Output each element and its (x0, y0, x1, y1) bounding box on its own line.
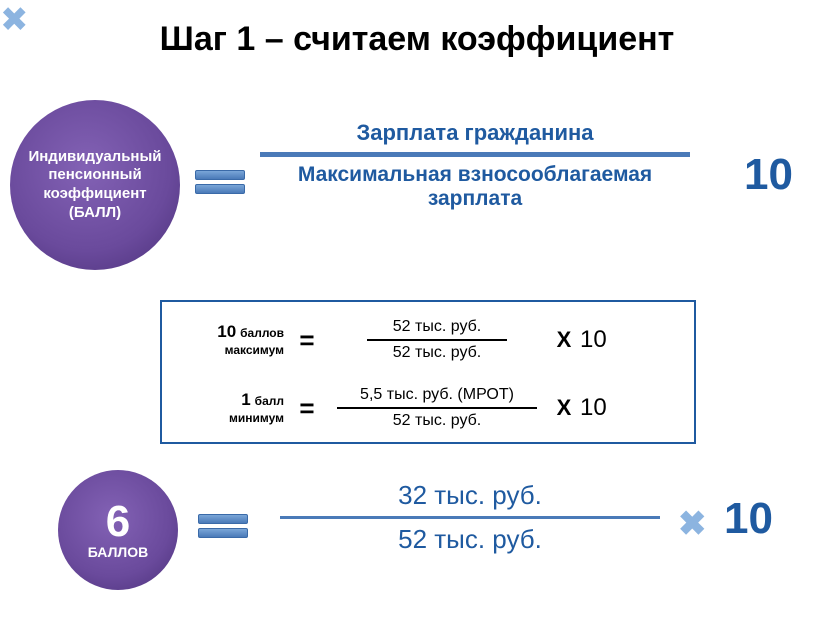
example-max-label: 10 баллов максимум (162, 322, 292, 358)
example-max-sub: максимум (225, 343, 284, 357)
equals-bar (198, 514, 248, 524)
example-max-denominator: 52 тыс. руб. (322, 344, 552, 362)
example-max-value: 10 (217, 322, 236, 341)
multiply-text: Х (552, 395, 576, 421)
examples-box: 10 баллов максимум = 52 тыс. руб. 52 тыс… (160, 300, 696, 444)
equals-text: = (292, 325, 322, 356)
multiply-text: Х (552, 327, 576, 353)
equals-bar (195, 184, 245, 194)
equals-bar (195, 170, 245, 180)
fraction-line (337, 407, 537, 409)
page-title: Шаг 1 – считаем коэффициент (0, 20, 834, 59)
example-min-numerator: 5,5 тыс. руб. (МРОТ) (322, 386, 552, 404)
example-min-fraction: 5,5 тыс. руб. (МРОТ) 52 тыс. руб. (322, 386, 552, 430)
result-fraction: 32 тыс. руб. 52 тыс. руб. (280, 480, 660, 555)
ipk-label: Индивидуальный пенсионный коэффициент (Б… (18, 148, 172, 223)
result-unit: БАЛЛОВ (88, 544, 148, 560)
example-row-min: 1 балл минимум = 5,5 тыс. руб. (МРОТ) 52… (162, 378, 694, 438)
example-max-unit: баллов (240, 326, 284, 340)
result-value: 6 (106, 500, 130, 544)
fraction-line (260, 152, 690, 157)
result-denominator: 52 тыс. руб. (280, 524, 660, 555)
result-circle: 6 БАЛЛОВ (58, 470, 178, 590)
example-min-value: 1 (241, 390, 250, 409)
result-numerator: 32 тыс. руб. (280, 480, 660, 511)
example-min-sub: минимум (229, 411, 284, 425)
result-multiplier: 10 (724, 494, 773, 544)
example-max-ten: 10 (576, 326, 616, 354)
equals-bar (198, 528, 248, 538)
fraction-line (367, 339, 507, 341)
equals-icon (195, 166, 245, 198)
equals-text: = (292, 393, 322, 424)
equals-icon (198, 510, 248, 542)
example-min-ten: 10 (576, 394, 616, 422)
formula-numerator: Зарплата гражданина (260, 120, 690, 146)
example-max-numerator: 52 тыс. руб. (322, 318, 552, 336)
formula-multiplier: 10 (744, 150, 793, 200)
example-min-denominator: 52 тыс. руб. (322, 412, 552, 430)
multiply-icon: ✖ (678, 504, 707, 544)
ipk-circle: Индивидуальный пенсионный коэффициент (Б… (10, 100, 180, 270)
example-row-max: 10 баллов максимум = 52 тыс. руб. 52 тыс… (162, 310, 694, 370)
example-max-fraction: 52 тыс. руб. 52 тыс. руб. (322, 318, 552, 362)
formula-fraction: Зарплата гражданина Максимальная взносоо… (260, 120, 690, 211)
formula-denominator: Максимальная взносооблагаемая зарплата (260, 163, 690, 211)
example-min-unit: балл (255, 394, 284, 408)
example-min-label: 1 балл минимум (162, 390, 292, 426)
fraction-line (280, 516, 660, 519)
